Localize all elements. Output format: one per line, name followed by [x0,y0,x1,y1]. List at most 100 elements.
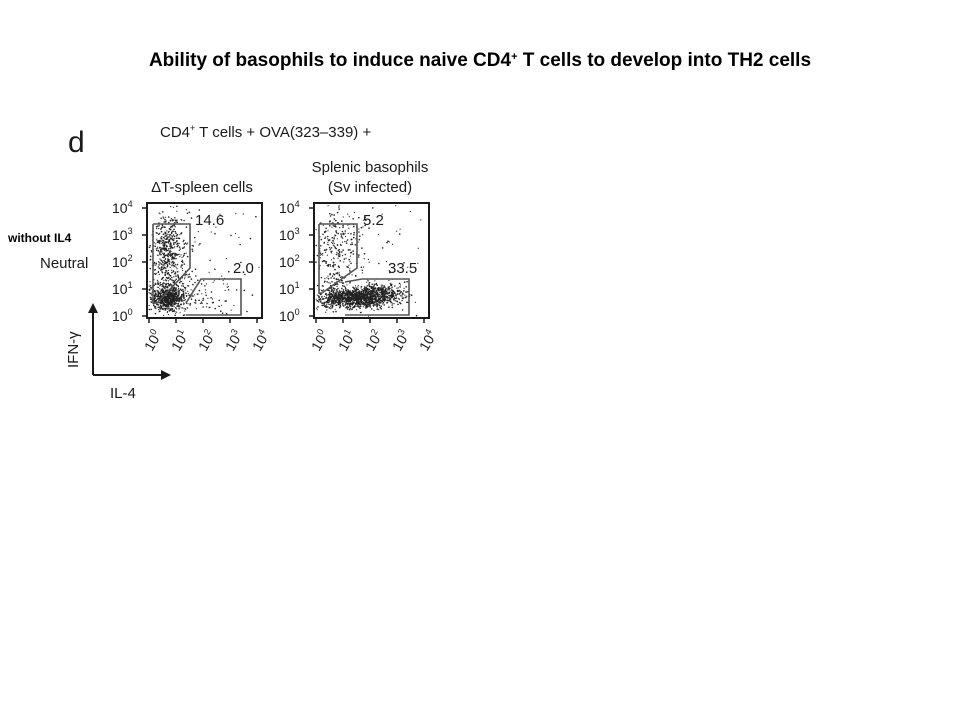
event-dot [379,298,381,300]
event-dot [171,236,173,238]
event-dot [169,298,171,300]
event-dot [169,275,172,277]
event-dot [170,250,172,253]
event-dot [150,301,152,303]
event-dot [361,272,363,274]
event-dot [359,303,361,305]
event-dot [176,294,179,297]
event-dot [158,267,161,270]
event-dot [210,291,213,293]
event-dot [157,304,159,306]
event-dot [212,301,215,304]
event-dot [171,279,173,281]
event-dot [251,294,254,296]
event-dot [315,298,317,300]
panel1-x-ticks [148,318,258,323]
event-dot [348,215,350,217]
event-dot [327,298,329,300]
event-dot [161,242,163,245]
event-dot [398,282,401,285]
panel1-y-ticks [142,207,147,317]
event-dot [175,278,177,281]
event-dot [166,244,168,246]
event-dot [166,254,169,257]
event-dot [371,287,374,289]
event-dot [177,271,179,273]
event-dot [183,247,185,249]
event-dot [197,293,199,295]
event-dot [349,307,352,310]
event-dot [172,234,175,236]
event-dot [339,294,341,296]
event-dot [157,261,160,263]
event-dot [175,284,178,286]
event-dot [198,209,201,211]
event-dot [172,239,175,242]
event-dot [176,268,178,270]
event-dot [363,253,366,255]
event-dot [324,251,327,253]
event-dot [174,291,177,294]
event-dot [375,304,377,306]
event-dot [167,248,170,250]
event-dot [326,294,328,296]
event-dot [150,288,152,290]
event-dot [161,226,164,228]
event-dot [369,305,371,307]
event-dot [169,243,171,246]
event-dot [193,236,196,239]
event-dot [333,273,336,276]
event-dot [329,297,331,299]
event-dot [161,241,163,243]
event-dot [225,300,227,302]
event-dot [385,261,388,263]
event-dot [153,298,156,301]
event-dot [355,275,357,277]
event-dot [394,300,397,302]
event-dot [395,294,397,297]
event-dot [165,296,167,299]
event-dot [352,218,354,220]
event-dot [157,286,160,288]
event-dot [226,283,228,285]
event-dot [165,246,167,248]
event-dot [334,234,337,237]
event-dot [160,266,163,269]
event-dot [327,205,329,207]
event-dot [376,305,378,308]
event-dot [399,228,401,230]
event-dot [175,235,178,237]
event-dot [169,277,171,280]
event-dot [167,303,169,305]
event-dot [349,270,351,272]
event-dot [414,301,417,303]
event-dot [335,301,337,303]
event-dot [341,304,344,306]
event-dot [375,300,378,303]
event-dot [258,266,260,268]
panel2-x-tick-labels: 100 101 102 103 104 [308,327,438,353]
event-dot [349,302,351,304]
event-dot [365,296,367,298]
event-dot [378,287,380,289]
event-dot [333,236,335,238]
event-dot [163,263,166,265]
event-dot [199,242,201,245]
event-dot [336,296,338,298]
event-dot [378,295,380,298]
event-dot [347,249,350,251]
y-tick-label: 102 [279,253,300,270]
event-dot [388,279,390,282]
event-dot [387,289,389,291]
event-dot [336,238,338,240]
event-dot [173,243,175,246]
event-dot [385,299,387,301]
event-dot [160,254,162,256]
event-dot [239,243,241,246]
event-dot [170,255,172,258]
event-dot [337,284,339,286]
event-dot [359,293,361,295]
y-tick-label: 103 [279,226,300,243]
y-tick-label: 100 [112,307,133,324]
event-dot [166,295,168,297]
